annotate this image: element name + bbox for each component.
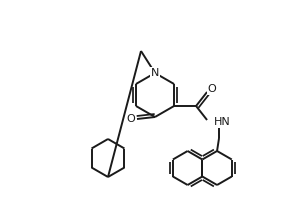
Text: N: N (151, 68, 159, 78)
Text: HN: HN (214, 117, 231, 127)
Text: O: O (127, 114, 135, 124)
Text: O: O (208, 84, 216, 94)
